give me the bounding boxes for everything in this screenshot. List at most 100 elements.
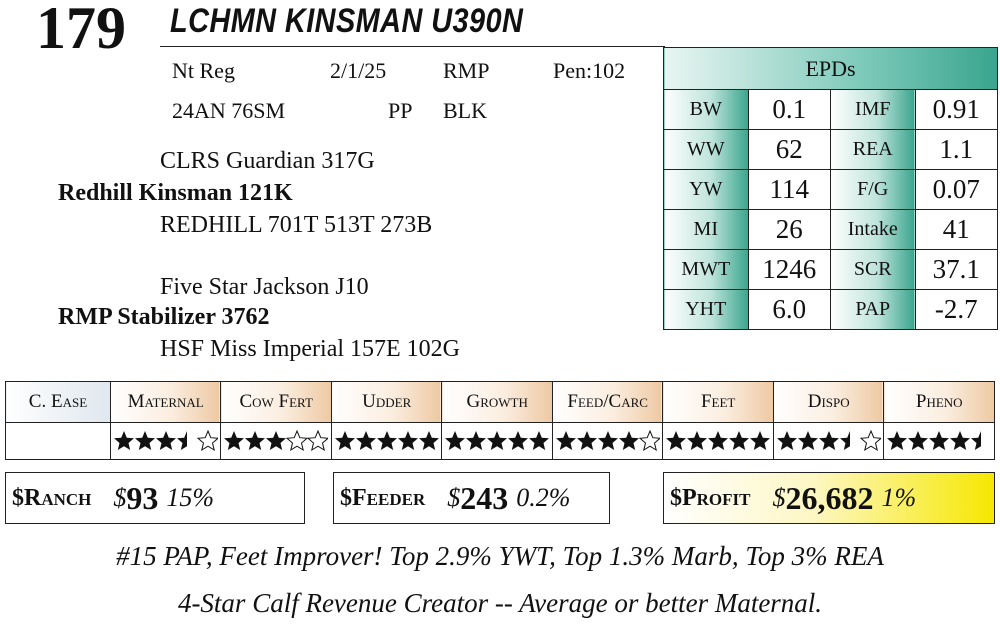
- star-full: [355, 431, 376, 450]
- epd-title: EPDs: [663, 47, 998, 90]
- star-full: [113, 431, 134, 450]
- index-label: $Ranch: [12, 484, 92, 511]
- star-full: [555, 431, 576, 450]
- rating-header: Dispo: [772, 381, 885, 423]
- star-full: [334, 431, 355, 450]
- star-full: [576, 431, 597, 450]
- rating-cell: [551, 422, 664, 460]
- rating-cell: [662, 422, 774, 460]
- star-full: [750, 431, 771, 450]
- rating-cell: [441, 422, 553, 460]
- epd-label: WW: [663, 129, 749, 170]
- star-full: [466, 431, 487, 450]
- star-full: [487, 431, 508, 450]
- index-currency: $: [113, 483, 127, 512]
- rating-cell: [883, 422, 995, 460]
- epd-label: IMF: [829, 89, 916, 130]
- index-currency: $: [772, 483, 786, 512]
- star-rating: [445, 431, 550, 450]
- star-full: [839, 431, 850, 450]
- star-full: [418, 431, 439, 450]
- epd-label: Intake: [829, 209, 916, 250]
- star-full: [929, 431, 950, 450]
- epd-row: MI 26 Intake 41: [663, 209, 998, 250]
- index-value: 93: [126, 479, 159, 516]
- epd-label: YW: [663, 169, 749, 210]
- index-currency: $: [447, 483, 461, 512]
- info: RMP: [443, 58, 490, 83]
- index-box: $Profit $26,682 1%: [663, 472, 995, 524]
- star-empty: [638, 429, 660, 452]
- info: BLK: [443, 98, 487, 123]
- index-percentile: 1%: [881, 483, 917, 512]
- star-full: [729, 431, 750, 450]
- star-empty: [196, 429, 218, 452]
- animal-name: LCHMN KINSMAN U390N: [170, 2, 524, 40]
- index-label: $Feeder: [340, 484, 426, 511]
- star-rating: [776, 429, 881, 452]
- rating-header: Udder: [330, 381, 443, 423]
- info: 2/1/25: [330, 58, 387, 83]
- epd-value: 37.1: [914, 249, 998, 290]
- rating-header: Feet: [662, 381, 774, 423]
- star-rating: [334, 431, 439, 450]
- star-full: [176, 431, 187, 450]
- star-full: [134, 431, 155, 450]
- star-rating: [666, 431, 771, 450]
- index-box: $Feeder $243 0.2%: [333, 472, 610, 524]
- star-rating: [555, 429, 660, 452]
- star-empty: [859, 429, 881, 452]
- epd-row: MWT 1246 SCR 37.1: [663, 249, 998, 290]
- info: 24AN 76SM: [172, 98, 286, 123]
- star-full: [687, 431, 708, 450]
- epd-label: SCR: [829, 249, 916, 290]
- epd-row: BW 0.1 IMF 0.91: [663, 89, 998, 130]
- star-full: [818, 431, 839, 450]
- epd-row: YW 114 F/G 0.07: [663, 169, 998, 210]
- star-rating: [113, 429, 218, 452]
- note: #15 PAP, Feet Improver! Top 2.9% YWT, To…: [116, 541, 884, 571]
- star-empty: [306, 429, 329, 452]
- pedigree-grandsire: CLRS Guardian 317G: [160, 148, 375, 174]
- ratings-table: C. Ease Maternal Cow Fert Udder Growth Feed/C…: [5, 381, 995, 460]
- star-full: [445, 431, 466, 450]
- rating-cell: [772, 422, 885, 460]
- info: Nt Reg: [172, 58, 235, 83]
- epd-table: EPDs BW 0.1 IMF 0.91 WW 62 REA 1.1 YW 114 F/G 0.07 M…: [663, 47, 998, 330]
- star-full: [708, 431, 729, 450]
- rating-header: Growth: [441, 381, 553, 423]
- epd-value: 62: [747, 129, 831, 170]
- rating-cell: [109, 422, 222, 460]
- index-box: $Ranch $93 15%: [5, 472, 305, 524]
- rating-cell: [5, 422, 111, 460]
- index-value: 243: [460, 479, 509, 516]
- star-full: [908, 431, 929, 450]
- rating-header: C. Ease: [5, 381, 111, 423]
- star-full: [887, 431, 908, 450]
- note: 4-Star Calf Revenue Creator -- Average o…: [177, 588, 823, 618]
- index-percentile: 0.2%: [516, 483, 571, 512]
- pedigree-dam: RMP Stabilizer 3762: [58, 304, 270, 330]
- epd-value: 0.07: [914, 169, 998, 210]
- epd-label: REA: [829, 129, 916, 170]
- star-full: [155, 431, 176, 450]
- star-rating: [224, 429, 329, 452]
- rating-header: Cow Fert: [220, 381, 332, 423]
- rating-header: Pheno: [883, 381, 995, 423]
- rating-header: Maternal: [109, 381, 222, 423]
- star-full: [666, 431, 687, 450]
- pedigree-granddam: HSF Miss Imperial 157E 102G: [160, 336, 460, 362]
- rating-cell: [330, 422, 443, 460]
- star-full: [529, 431, 550, 450]
- epd-value: 26: [747, 209, 831, 250]
- star-full: [776, 431, 797, 450]
- star-full: [597, 431, 618, 450]
- star-full: [376, 431, 397, 450]
- epd-label: MI: [663, 209, 749, 250]
- star-full: [508, 431, 529, 450]
- epd-label: MWT: [663, 249, 749, 290]
- divider: [160, 46, 665, 47]
- index-value: 26,682: [785, 479, 874, 516]
- star-full: [950, 431, 971, 450]
